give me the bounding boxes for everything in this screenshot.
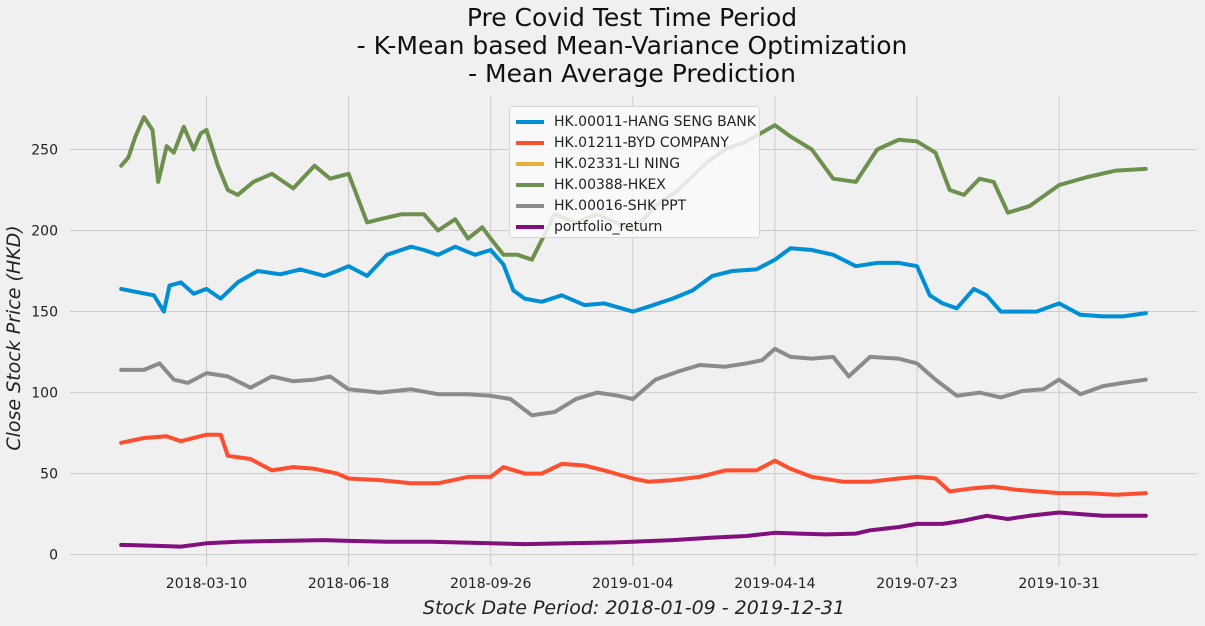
chart-title-line-3: - Mean Average Prediction [468, 59, 796, 88]
chart-title-line-1: Pre Covid Test Time Period [466, 3, 798, 32]
legend-label: HK.01211-BYD COMPANY [554, 134, 729, 151]
series-line-hk-00016-shk-ppt [119, 346, 1148, 418]
y-tick-label: 50 [40, 467, 58, 483]
legend: HK.00011-HANG SENG BANK HK.01211-BYD COMP… [509, 106, 760, 238]
legend-label: HK.00388-HKEX [554, 176, 666, 193]
legend-swatch [516, 161, 544, 166]
series-line-portfolio-return [119, 510, 1148, 549]
legend-label: HK.00011-HANG SENG BANK [554, 113, 756, 130]
legend-swatch [516, 140, 544, 145]
series-lines [119, 115, 1148, 549]
series-line-hk-00388-hkex [119, 115, 1148, 262]
x-tick-label: 2019-01-04 [592, 576, 673, 592]
legend-item: HK.01211-BYD COMPANY [510, 132, 759, 153]
legend-label: portfolio_return [554, 218, 663, 235]
y-tick-label: 100 [31, 386, 58, 402]
tick-labels: 0 50 100 150 200 250 2018-03-10 2018-06-18 2018-… [31, 142, 1100, 592]
legend-item: HK.00016-SHK PPT [510, 195, 759, 216]
y-tick-label: 250 [31, 142, 58, 158]
legend-label: HK.02331-LI NING [554, 155, 681, 172]
series-line-hk-00011-hang-seng-bank [119, 244, 1148, 319]
legend-swatch [516, 203, 544, 208]
x-tick-label: 2019-04-14 [734, 576, 815, 592]
legend-swatch [516, 182, 544, 187]
x-axis-label: Stock Date Period: 2018-01-09 - 2019-12-… [422, 597, 846, 619]
legend-item: HK.00011-HANG SENG BANK [510, 111, 759, 132]
y-tick-label: 0 [49, 548, 58, 564]
legend-item: HK.02331-LI NING [510, 153, 759, 174]
legend-label: HK.00016-SHK PPT [554, 197, 687, 214]
y-tick-label: 150 [31, 305, 58, 321]
y-axis-label: Close Stock Price (HKD) [3, 225, 25, 451]
x-tick-label: 2019-10-31 [1018, 576, 1099, 592]
legend-swatch [516, 119, 544, 124]
y-tick-label: 200 [31, 224, 58, 240]
chart-title-line-2: - K-Mean based Mean-Variance Optimizatio… [356, 31, 908, 60]
legend-item: HK.00388-HKEX [510, 174, 759, 195]
x-tick-label: 2018-09-26 [450, 576, 531, 592]
legend-item: portfolio_return [510, 216, 759, 237]
x-tick-label: 2019-07-23 [876, 576, 957, 592]
x-tick-label: 2018-03-10 [166, 576, 247, 592]
legend-swatch [516, 224, 544, 229]
series-line-hk-01211-byd-company [119, 432, 1148, 497]
x-tick-label: 2018-06-18 [308, 576, 389, 592]
